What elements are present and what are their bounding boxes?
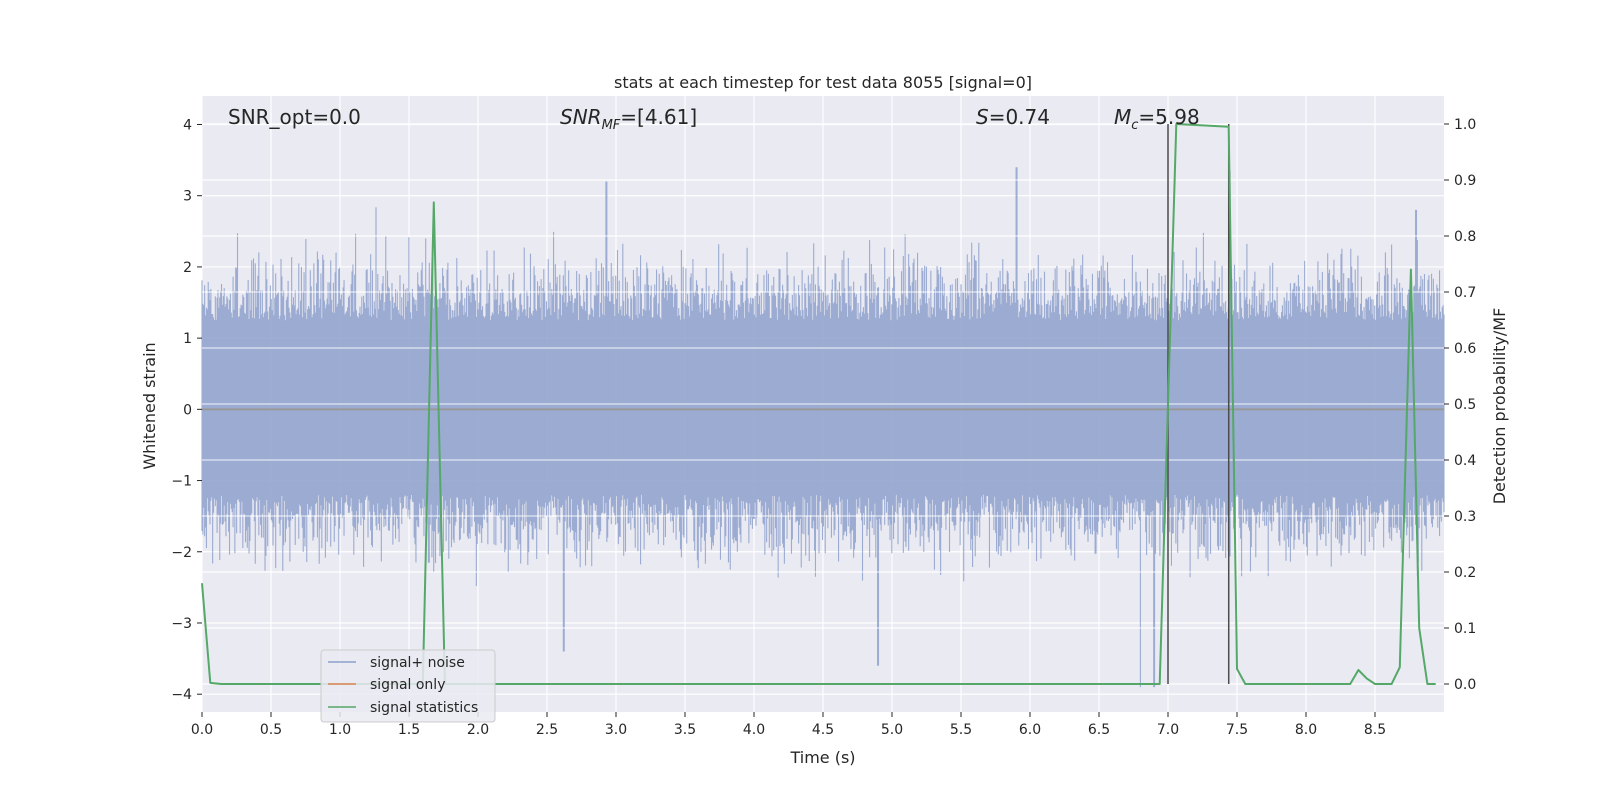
y-axis-right-ticks: 1.0 0.9 0.8 0.7 0.6 0.5 0.4 0.3 0.2 0.1 0.0 [1444, 117, 1476, 693]
legend-label-signal-statistics: signal statistics [370, 700, 478, 716]
snr-mf-annotation: SNRMF=[4.61] [560, 105, 697, 133]
x-axis-ticks: 0.0 0.5 1.0 1.5 2.0 2.5 3.0 3.5 4.0 4.5 5.0 5.5 6.0 6… [191, 712, 1386, 738]
y-right-tick-label: 0.6 [1454, 341, 1476, 357]
y-axis-ticks: 4 3 2 1 0 −1 −2 −3 −4 [171, 117, 202, 703]
x-tick-label: 2.5 [536, 722, 558, 738]
y-right-tick-label: 0.9 [1454, 173, 1476, 189]
y-tick-label: 2 [183, 260, 192, 276]
x-tick-label: 6.0 [1019, 722, 1041, 738]
signal-noise-series [201, 123, 1445, 688]
x-tick-label: 4.0 [743, 722, 765, 738]
x-tick-label: 8.0 [1295, 722, 1317, 738]
signal-statistics-line [201, 123, 1436, 685]
x-tick-label: 0.5 [260, 722, 282, 738]
x-tick-label: 7.5 [1226, 722, 1248, 738]
x-tick-label: 3.0 [605, 722, 627, 738]
s-label: S [976, 105, 989, 129]
y-right-tick-label: 0.5 [1454, 397, 1476, 413]
legend-box [320, 649, 496, 723]
legend: signal+ noise signal only signal statist… [320, 649, 496, 723]
x-tick-label: 1.5 [398, 722, 420, 738]
y-right-tick-label: 1.0 [1454, 117, 1476, 133]
y-right-tick-label: 0.0 [1454, 677, 1476, 693]
x-tick-label: 2.0 [467, 722, 489, 738]
legend-label-signal-only: signal only [370, 677, 445, 693]
x-tick-label: 5.0 [881, 722, 903, 738]
x-tick-label: 8.5 [1364, 722, 1386, 738]
mc-label: M [1114, 105, 1131, 129]
y-axis-label: Whitened strain [140, 342, 159, 469]
y-tick-label: 0 [183, 402, 192, 418]
chart-title: stats at each timestep for test data 805… [614, 73, 1032, 92]
x-tick-label: 7.0 [1157, 722, 1179, 738]
y-right-tick-label: 0.8 [1454, 229, 1476, 245]
legend-label-signal-noise: signal+ noise [370, 655, 465, 671]
y-right-tick-label: 0.7 [1454, 285, 1476, 301]
y-right-tick-label: 0.4 [1454, 453, 1476, 469]
snr-mf-sub: MF [602, 118, 621, 133]
y-axis-right-label: Detection probability/MF [1490, 308, 1509, 505]
snr-mf-main: SNR [560, 105, 602, 129]
mc-sub: c [1131, 118, 1138, 133]
snr-opt-annotation: SNR_opt=0.0 [228, 105, 361, 129]
y-tick-label: 1 [183, 331, 192, 347]
y-right-tick-label: 0.2 [1454, 565, 1476, 581]
s-annotation: S=0.74 [976, 105, 1050, 129]
y-tick-label: 4 [183, 117, 192, 133]
x-tick-label: 0.0 [191, 722, 213, 738]
mc-value: =5.98 [1138, 105, 1199, 129]
signal-statistics-series [201, 123, 1436, 685]
y-tick-label: −2 [171, 545, 192, 561]
x-tick-label: 6.5 [1088, 722, 1110, 738]
y-tick-label: 3 [183, 189, 192, 205]
y-right-tick-label: 0.3 [1454, 509, 1476, 525]
x-axis-label: Time (s) [789, 748, 855, 767]
y-tick-label: −4 [171, 687, 192, 703]
y-tick-label: −1 [171, 474, 192, 490]
s-value: =0.74 [989, 105, 1050, 129]
snr-mf-value: =[4.61] [620, 105, 697, 129]
y-tick-label: −3 [171, 616, 192, 632]
x-tick-label: 4.5 [812, 722, 834, 738]
y-right-tick-label: 0.1 [1454, 621, 1476, 637]
x-tick-label: 3.5 [674, 722, 696, 738]
x-tick-label: 5.5 [950, 722, 972, 738]
mc-annotation: Mc=5.98 [1114, 105, 1200, 133]
x-tick-label: 1.0 [329, 722, 351, 738]
